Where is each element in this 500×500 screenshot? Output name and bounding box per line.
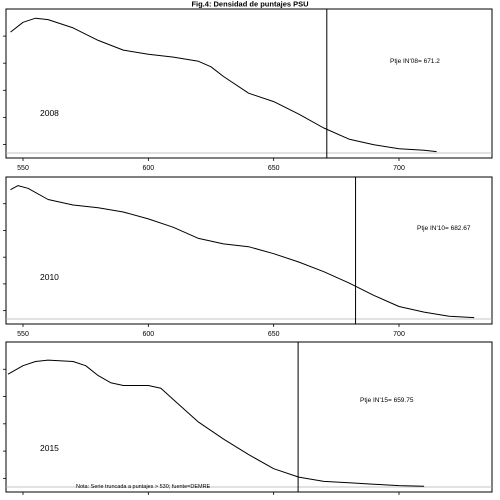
panel-2010: 550 600 650 700 Ptje IN'10= 682.67 2010 xyxy=(3,176,493,338)
cutoff-annotation: Ptje IN'08= 671.2 xyxy=(390,58,440,65)
x-tick-label: 600 xyxy=(142,165,154,172)
year-label: 2010 xyxy=(40,272,59,282)
panel-frame xyxy=(5,341,493,493)
figure-title: Fig.4: Densidad de puntajes PSU xyxy=(191,0,308,9)
year-label: 2008 xyxy=(40,108,59,118)
panel-2008: 550 600 650 700 Ptje IN'08= 671.2 2008 xyxy=(3,8,493,172)
x-tick-label: 700 xyxy=(393,165,405,172)
panel-frame xyxy=(5,8,493,159)
cutoff-annotation: Ptje IN'10= 682.67 xyxy=(417,225,471,232)
x-tick-label: 700 xyxy=(393,331,405,338)
x-tick-label: 550 xyxy=(17,331,29,338)
cutoff-annotation: Ptje IN'15= 659.75 xyxy=(360,397,414,404)
panel-frame xyxy=(5,176,493,325)
panel-2015: Ptje IN'15= 659.75 2015 Nota: Serie trunca… xyxy=(3,341,493,495)
x-tick-label: 650 xyxy=(268,331,280,338)
source-note: Nota: Serie truncada a puntajes > 530; f… xyxy=(76,484,211,490)
density-curve-2008 xyxy=(10,17,437,153)
x-tick-label: 650 xyxy=(268,165,280,172)
panels-group: 550 600 650 700 Ptje IN'08= 671.2 2008 550 600 6… xyxy=(3,8,493,495)
year-label: 2015 xyxy=(40,443,59,453)
x-tick-label: 550 xyxy=(17,165,29,172)
density-curve-2010 xyxy=(10,185,475,319)
x-tick-label: 600 xyxy=(142,331,154,338)
density-curve-2015 xyxy=(7,359,425,487)
